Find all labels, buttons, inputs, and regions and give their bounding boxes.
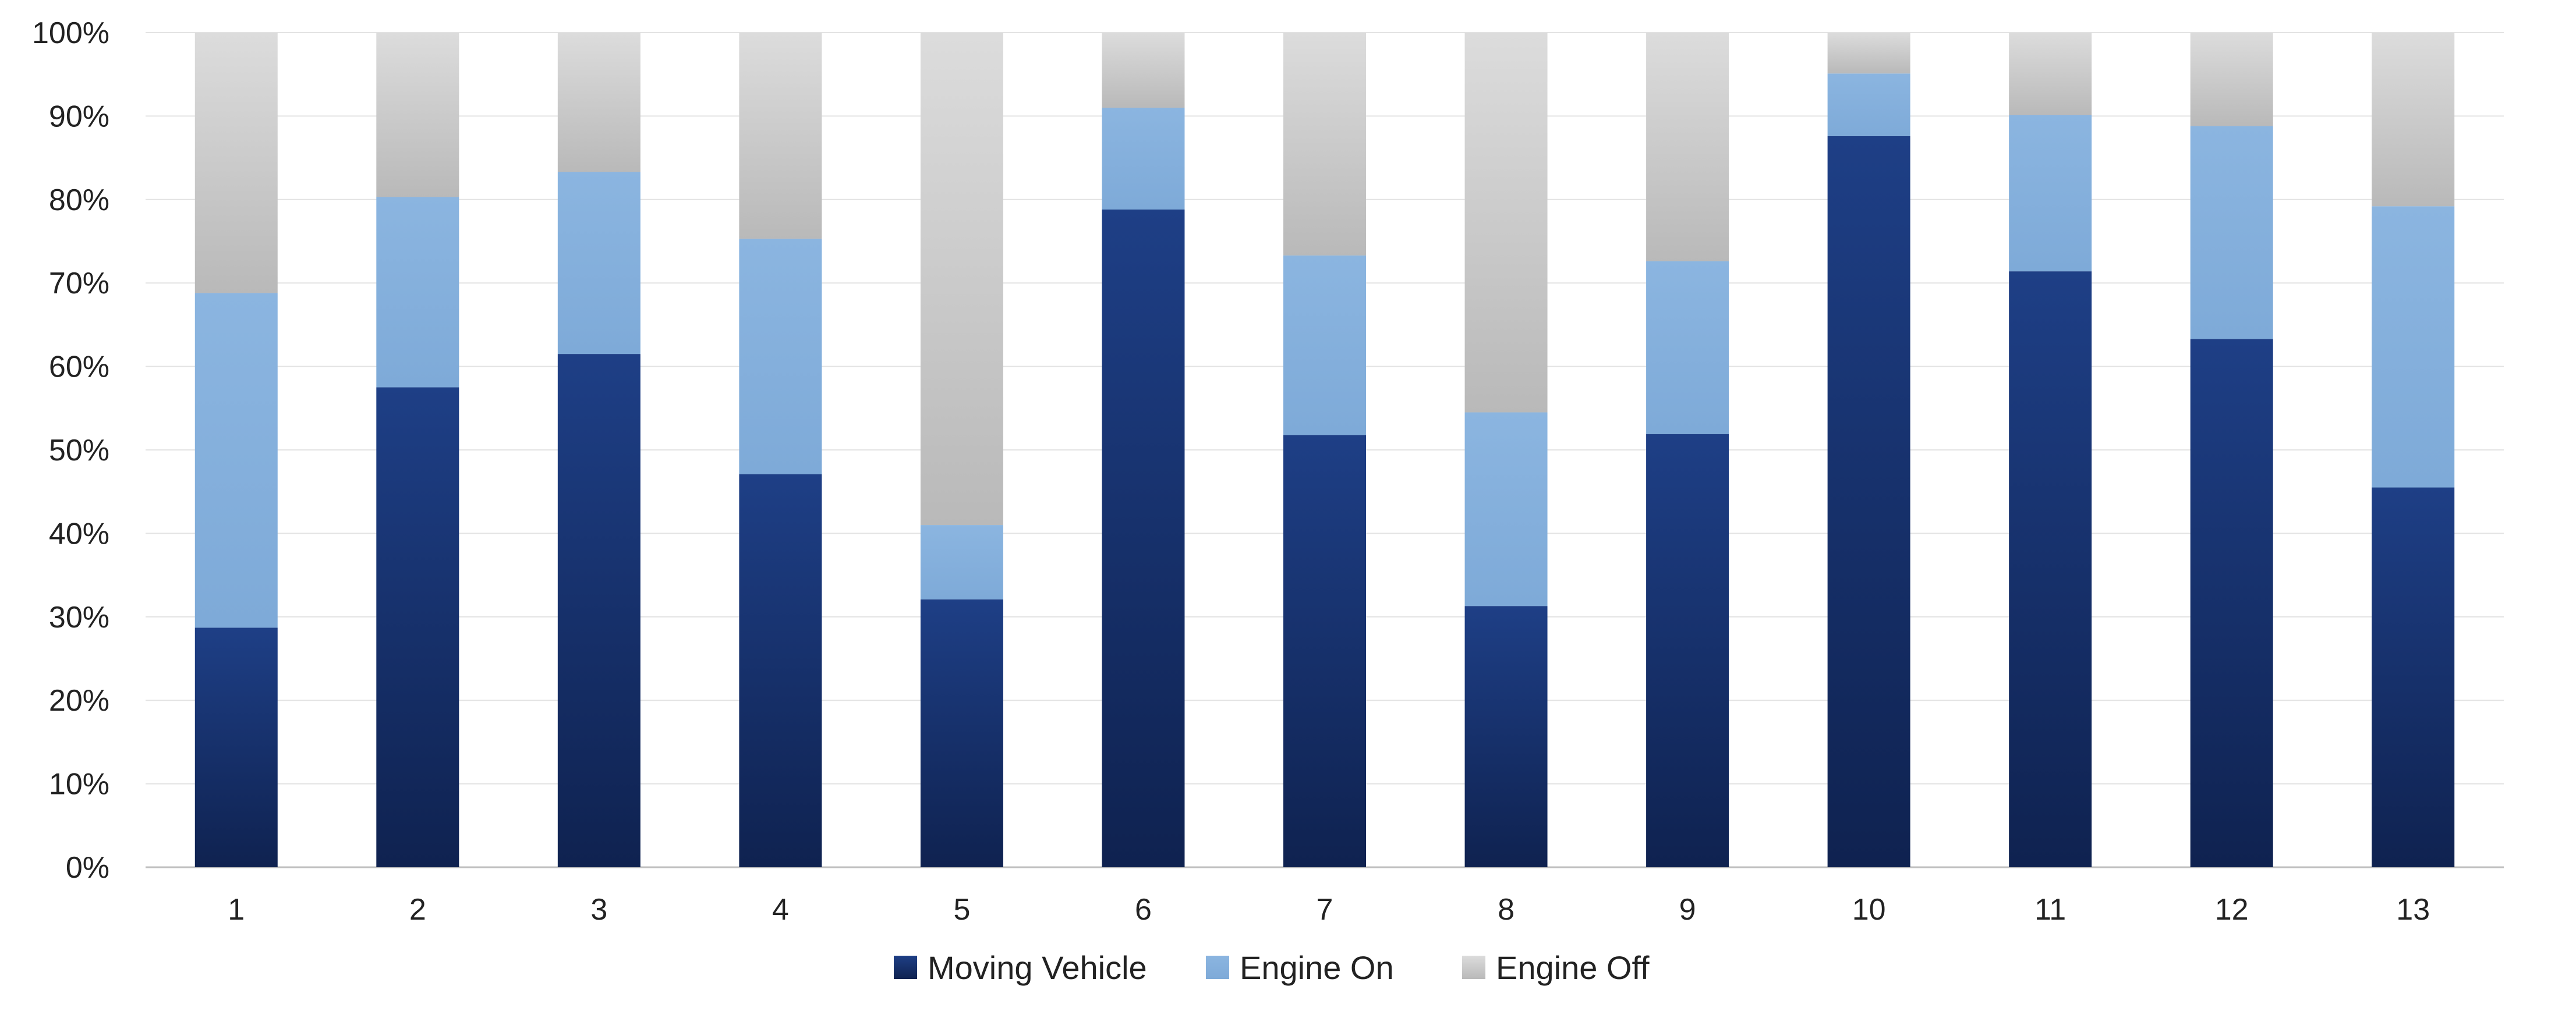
- bar-segment-engine-on: [2009, 115, 2092, 272]
- bar-segment-moving-vehicle: [920, 599, 1003, 867]
- bar-stack: [739, 33, 822, 867]
- bar-segment-engine-on: [557, 172, 641, 354]
- bar-segment-engine-off: [376, 33, 459, 197]
- legend-item: Engine On: [1206, 949, 1394, 986]
- x-axis: 1 2 3 4 5 6 7 8 9 10 11 12 13: [228, 893, 2430, 927]
- x-tick-label: 9: [1679, 893, 1696, 927]
- bar-stack: [1827, 33, 1910, 867]
- bar-stack: [1646, 33, 1729, 867]
- legend-label: Engine Off: [1496, 949, 1650, 986]
- legend-label: Moving Vehicle: [928, 949, 1147, 986]
- bar-stack: [376, 33, 459, 867]
- bar-segment-engine-off: [920, 33, 1003, 526]
- bar-segment-engine-off: [2190, 33, 2273, 126]
- x-tick-label: 6: [1135, 893, 1152, 927]
- legend: Moving Vehicle Engine On Engine Off: [894, 949, 1650, 986]
- bar-segment-moving-vehicle: [739, 474, 822, 867]
- bar-stack: [194, 33, 278, 867]
- bar-segment-moving-vehicle: [1283, 435, 1366, 867]
- x-tick-label: 13: [2396, 893, 2430, 927]
- y-tick-label: 80%: [49, 183, 109, 217]
- bar-segment-engine-off: [557, 33, 641, 172]
- bar-segment-moving-vehicle: [557, 354, 641, 867]
- bar-segment-moving-vehicle: [2372, 487, 2455, 867]
- bar-segment-engine-on: [1102, 108, 1185, 210]
- bar-segment-engine-on: [1827, 73, 1910, 136]
- x-tick-label: 2: [409, 893, 426, 927]
- bar-segment-moving-vehicle: [1102, 210, 1185, 867]
- legend-swatch: [894, 956, 917, 979]
- bar-segment-engine-off: [739, 33, 822, 239]
- y-axis: 0% 10% 20% 30% 40% 50% 60% 70% 80% 90% 100%: [32, 16, 109, 885]
- y-tick-label: 30%: [49, 601, 109, 634]
- bar-segment-engine-on: [1464, 412, 1548, 606]
- legend-item: Moving Vehicle: [894, 949, 1147, 986]
- legend-label: Engine On: [1240, 949, 1394, 986]
- bar-segment-engine-off: [1646, 33, 1729, 261]
- x-tick-label: 7: [1317, 893, 1333, 927]
- y-tick-label: 10%: [49, 768, 109, 801]
- bar-stack: [1464, 33, 1548, 867]
- x-tick-label: 11: [2034, 893, 2066, 927]
- bar-segment-moving-vehicle: [1646, 434, 1729, 867]
- bar-segment-moving-vehicle: [1827, 136, 1910, 867]
- y-tick-label: 20%: [49, 684, 109, 718]
- bar-segment-engine-off: [194, 33, 278, 293]
- legend-swatch: [1206, 956, 1229, 979]
- bar-stack: [1283, 33, 1366, 867]
- bar-segment-engine-on: [2190, 126, 2273, 339]
- bar-segment-engine-on: [1283, 255, 1366, 435]
- bar-segment-engine-on: [194, 293, 278, 628]
- bar-stack: [1102, 33, 1185, 867]
- bar-segment-engine-off: [1283, 33, 1366, 256]
- bar-stack: [920, 33, 1003, 867]
- bar-segment-engine-off: [2009, 33, 2092, 115]
- y-tick-label: 50%: [49, 434, 109, 467]
- bar-segment-engine-off: [1464, 33, 1548, 413]
- x-tick-label: 10: [1852, 893, 1886, 927]
- y-tick-label: 90%: [49, 100, 109, 133]
- legend-item: Engine Off: [1462, 949, 1650, 986]
- bar-segment-engine-off: [2372, 33, 2455, 207]
- x-tick-label: 1: [228, 893, 245, 927]
- bar-segment-engine-off: [1102, 33, 1185, 108]
- legend-swatch: [1462, 956, 1485, 979]
- bar-segment-engine-on: [920, 525, 1003, 599]
- bar-segment-moving-vehicle: [194, 627, 278, 867]
- x-tick-label: 5: [953, 893, 970, 927]
- bars: [194, 33, 2455, 867]
- bar-segment-moving-vehicle: [1464, 606, 1548, 867]
- bar-stack: [2190, 33, 2273, 867]
- y-tick-label: 40%: [49, 517, 109, 551]
- bar-stack: [2372, 33, 2455, 867]
- bar-segment-moving-vehicle: [2009, 271, 2092, 867]
- bar-segment-engine-on: [1646, 261, 1729, 434]
- x-tick-label: 8: [1498, 893, 1515, 927]
- bar-segment-engine-off: [1827, 33, 1910, 74]
- bar-segment-engine-on: [2372, 206, 2455, 488]
- bar-stack: [557, 33, 641, 867]
- y-tick-label: 70%: [49, 267, 109, 300]
- y-tick-label: 60%: [49, 350, 109, 384]
- bar-stack: [2009, 33, 2092, 867]
- bar-segment-engine-on: [376, 197, 459, 388]
- bar-segment-moving-vehicle: [376, 387, 459, 867]
- x-tick-label: 4: [772, 893, 789, 927]
- y-tick-label: 100%: [32, 16, 109, 50]
- x-tick-label: 12: [2215, 893, 2249, 927]
- x-tick-label: 3: [590, 893, 607, 927]
- bar-segment-engine-on: [739, 239, 822, 474]
- y-tick-label: 0%: [66, 851, 109, 885]
- bar-segment-moving-vehicle: [2190, 339, 2273, 867]
